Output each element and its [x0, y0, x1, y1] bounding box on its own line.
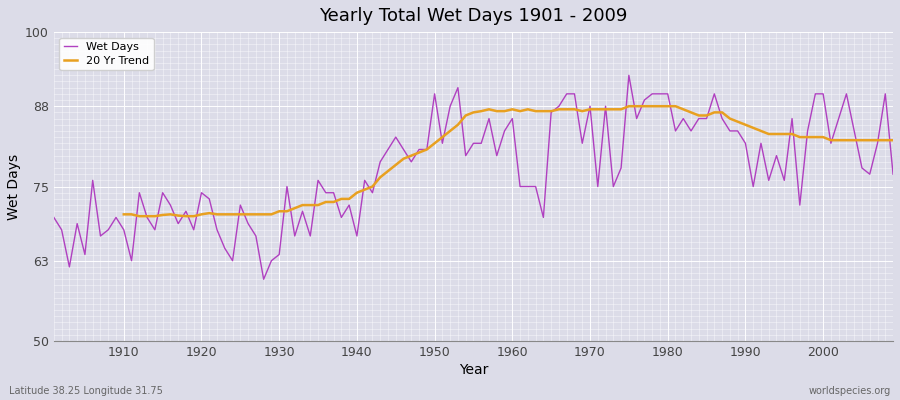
20 Yr Trend [305, 203, 316, 208]
Line: Wet Days: Wet Days [54, 75, 893, 279]
20 Yr Trend [887, 138, 898, 142]
20 Yr Trend [841, 138, 851, 142]
Y-axis label: Wet Days: Wet Days [7, 154, 21, 220]
20 Yr Trend [119, 212, 130, 217]
20 Yr Trend [624, 104, 634, 109]
Wet Days [49, 215, 59, 220]
Wet Days [258, 277, 269, 282]
20 Yr Trend [864, 138, 875, 142]
Wet Days [507, 116, 517, 121]
Title: Yearly Total Wet Days 1901 - 2009: Yearly Total Wet Days 1901 - 2009 [320, 7, 627, 25]
Wet Days [624, 73, 634, 78]
Wet Days [608, 184, 618, 189]
Line: 20 Yr Trend: 20 Yr Trend [124, 106, 893, 216]
Wet Days [111, 215, 122, 220]
20 Yr Trend [522, 107, 533, 112]
Text: Latitude 38.25 Longitude 31.75: Latitude 38.25 Longitude 31.75 [9, 386, 163, 396]
Wet Days [289, 234, 300, 238]
Wet Days [515, 184, 526, 189]
X-axis label: Year: Year [459, 363, 488, 377]
20 Yr Trend [134, 214, 145, 219]
Legend: Wet Days, 20 Yr Trend: Wet Days, 20 Yr Trend [59, 38, 154, 70]
Text: worldspecies.org: worldspecies.org [809, 386, 891, 396]
Wet Days [887, 172, 898, 176]
20 Yr Trend [585, 107, 596, 112]
Wet Days [336, 215, 346, 220]
20 Yr Trend [274, 209, 284, 214]
